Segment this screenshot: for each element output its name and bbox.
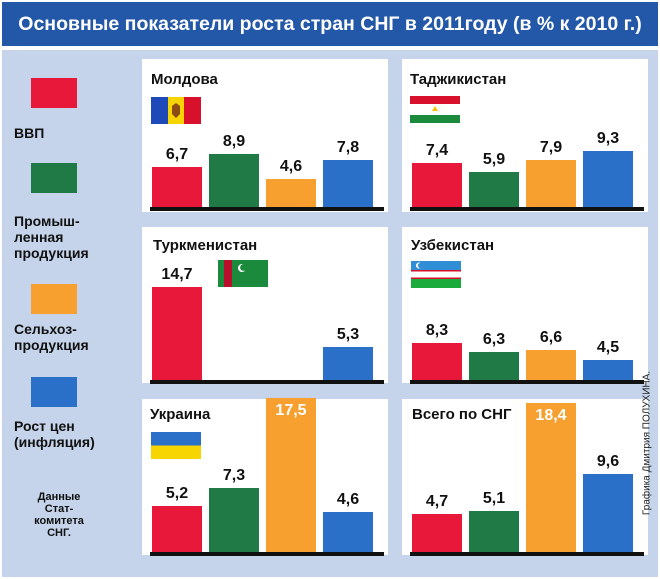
legend-label-line: Промыш- xyxy=(14,213,80,229)
legend-swatch xyxy=(31,284,77,314)
source-line: Стат- xyxy=(44,503,74,515)
bar-value-label: 7,4 xyxy=(425,141,449,159)
bar-gdp xyxy=(412,162,462,207)
legend-swatch xyxy=(31,377,77,407)
bar-value-label: 9,6 xyxy=(596,453,620,471)
chart-panel: Украина 5,2 7,3 17,5 4,6 xyxy=(142,398,388,556)
legend-label: ВВП xyxy=(14,125,114,141)
credit-text: Графика Дмитрия ПОЛУХИНА. xyxy=(641,370,653,516)
moldova-flag xyxy=(151,97,201,124)
bar-gdp xyxy=(152,506,202,552)
legend-label-line: Рост цен xyxy=(14,418,75,434)
baseline xyxy=(150,207,384,211)
baseline xyxy=(150,552,384,556)
bar-agriculture xyxy=(266,179,316,207)
baseline xyxy=(410,552,644,556)
bar-value-label: 5,9 xyxy=(482,150,506,168)
chart-panel: Узбекистан 8,3 6,3 6,6 4,5 xyxy=(402,227,648,384)
legend-swatch xyxy=(31,78,77,108)
legend-label-line: ВВП xyxy=(14,125,45,141)
bar-value-label: 8,9 xyxy=(222,132,246,150)
legend-label-line: Сельхоз- xyxy=(14,321,77,337)
bar-value-label: 7,9 xyxy=(539,138,563,156)
legend-label-line: продукция xyxy=(14,245,89,261)
source-line: комитета xyxy=(34,515,84,527)
turkmenistan-flag-graphic xyxy=(218,260,268,287)
chart-title: Основные показатели роста стран СНГ в 20… xyxy=(18,13,642,35)
bar-gdp xyxy=(412,513,462,552)
ukraine-flag xyxy=(151,432,201,459)
legend-label: Промыш-ленная продукция xyxy=(14,213,114,261)
uzbekistan-flag xyxy=(411,261,461,288)
bar-agriculture xyxy=(526,402,576,552)
baseline xyxy=(150,380,384,384)
bar-industry xyxy=(469,351,519,380)
panel-title: Молдова xyxy=(151,71,218,88)
legend-label-line: (инфляция) xyxy=(14,434,95,450)
bar-value-label: 9,3 xyxy=(596,130,620,148)
bar-industry xyxy=(469,510,519,552)
tajikistan-flag-graphic xyxy=(410,96,460,123)
bar-gdp xyxy=(152,166,202,207)
legend-swatch xyxy=(31,163,77,193)
chart-panel: Туркменистан 14,7 5,3 xyxy=(142,227,388,384)
moldova-flag-graphic xyxy=(151,97,201,124)
bar-inflation xyxy=(323,346,373,380)
bar-inflation xyxy=(323,160,373,207)
bar-value-label: 7,3 xyxy=(222,466,246,484)
bar-value-label: 6,3 xyxy=(482,330,506,348)
tajikistan-flag xyxy=(410,96,460,123)
bar-value-label: 5,3 xyxy=(336,325,360,343)
uzbekistan-flag-graphic xyxy=(411,261,461,288)
source-line: Данные xyxy=(37,491,81,503)
baseline xyxy=(410,380,644,384)
bar-value-label: 4,6 xyxy=(336,490,360,508)
bar-industry xyxy=(209,153,259,207)
bar-value-label: 5,2 xyxy=(165,485,189,503)
bar-agriculture xyxy=(266,398,316,552)
chart-panel: Всего по СНГ 4,7 5,1 18,4 9,6 xyxy=(402,399,648,556)
chart-panel: Таджикистан 7,4 5,9 7,9 9,3 xyxy=(402,59,648,212)
graphics-credit: Графика Дмитрия ПОЛУХИНА. xyxy=(641,371,653,515)
bar-inflation xyxy=(583,359,633,380)
bar-value-label: 14,7 xyxy=(161,266,193,284)
bar-inflation xyxy=(323,511,373,552)
bar-value-label: 6,6 xyxy=(539,329,563,347)
turkmenistan-flag xyxy=(218,260,270,287)
legend-label-line: ленная xyxy=(14,229,64,245)
bar-value-label: 17,5 xyxy=(275,402,307,419)
bar-value-label: 4,7 xyxy=(425,492,449,510)
bar-industry xyxy=(209,487,259,552)
bar-industry xyxy=(469,171,519,207)
bar-value-label: 5,1 xyxy=(482,489,506,507)
chart-panel: Молдова 6,7 8,9 4,6 7,8 xyxy=(142,59,388,212)
legend-label: Сельхоз-продукция xyxy=(14,321,114,353)
bar-value-label: 6,7 xyxy=(165,145,189,163)
bar-value-label: 18,4 xyxy=(535,406,567,424)
bar-gdp xyxy=(152,287,202,380)
panel-title: Туркменистан xyxy=(153,237,258,254)
bar-agriculture xyxy=(526,350,576,380)
bar-value-label: 4,6 xyxy=(279,158,303,176)
panel-title: Узбекистан xyxy=(411,237,495,254)
panel-title: Всего по СНГ xyxy=(412,406,512,423)
legend-label: Рост цен (инфляция) xyxy=(14,418,114,450)
baseline xyxy=(410,207,644,211)
panel-title: Украина xyxy=(150,406,211,423)
panel-title: Таджикистан xyxy=(410,71,507,88)
bar-inflation xyxy=(583,151,633,207)
bar-agriculture xyxy=(526,159,576,207)
bar-value-label: 8,3 xyxy=(425,321,449,339)
bar-gdp xyxy=(412,342,462,380)
source-line: СНГ. xyxy=(47,527,71,539)
ukraine-flag-graphic xyxy=(151,432,201,459)
title-bar: Основные показатели роста стран СНГ в 20… xyxy=(2,2,658,46)
bar-inflation xyxy=(583,474,633,552)
legend-label-line: продукция xyxy=(14,337,89,353)
bar-value-label: 7,8 xyxy=(336,139,360,157)
source-note: Данные Стат-комитета СНГ. xyxy=(14,491,104,539)
bar-value-label: 4,5 xyxy=(596,338,620,356)
